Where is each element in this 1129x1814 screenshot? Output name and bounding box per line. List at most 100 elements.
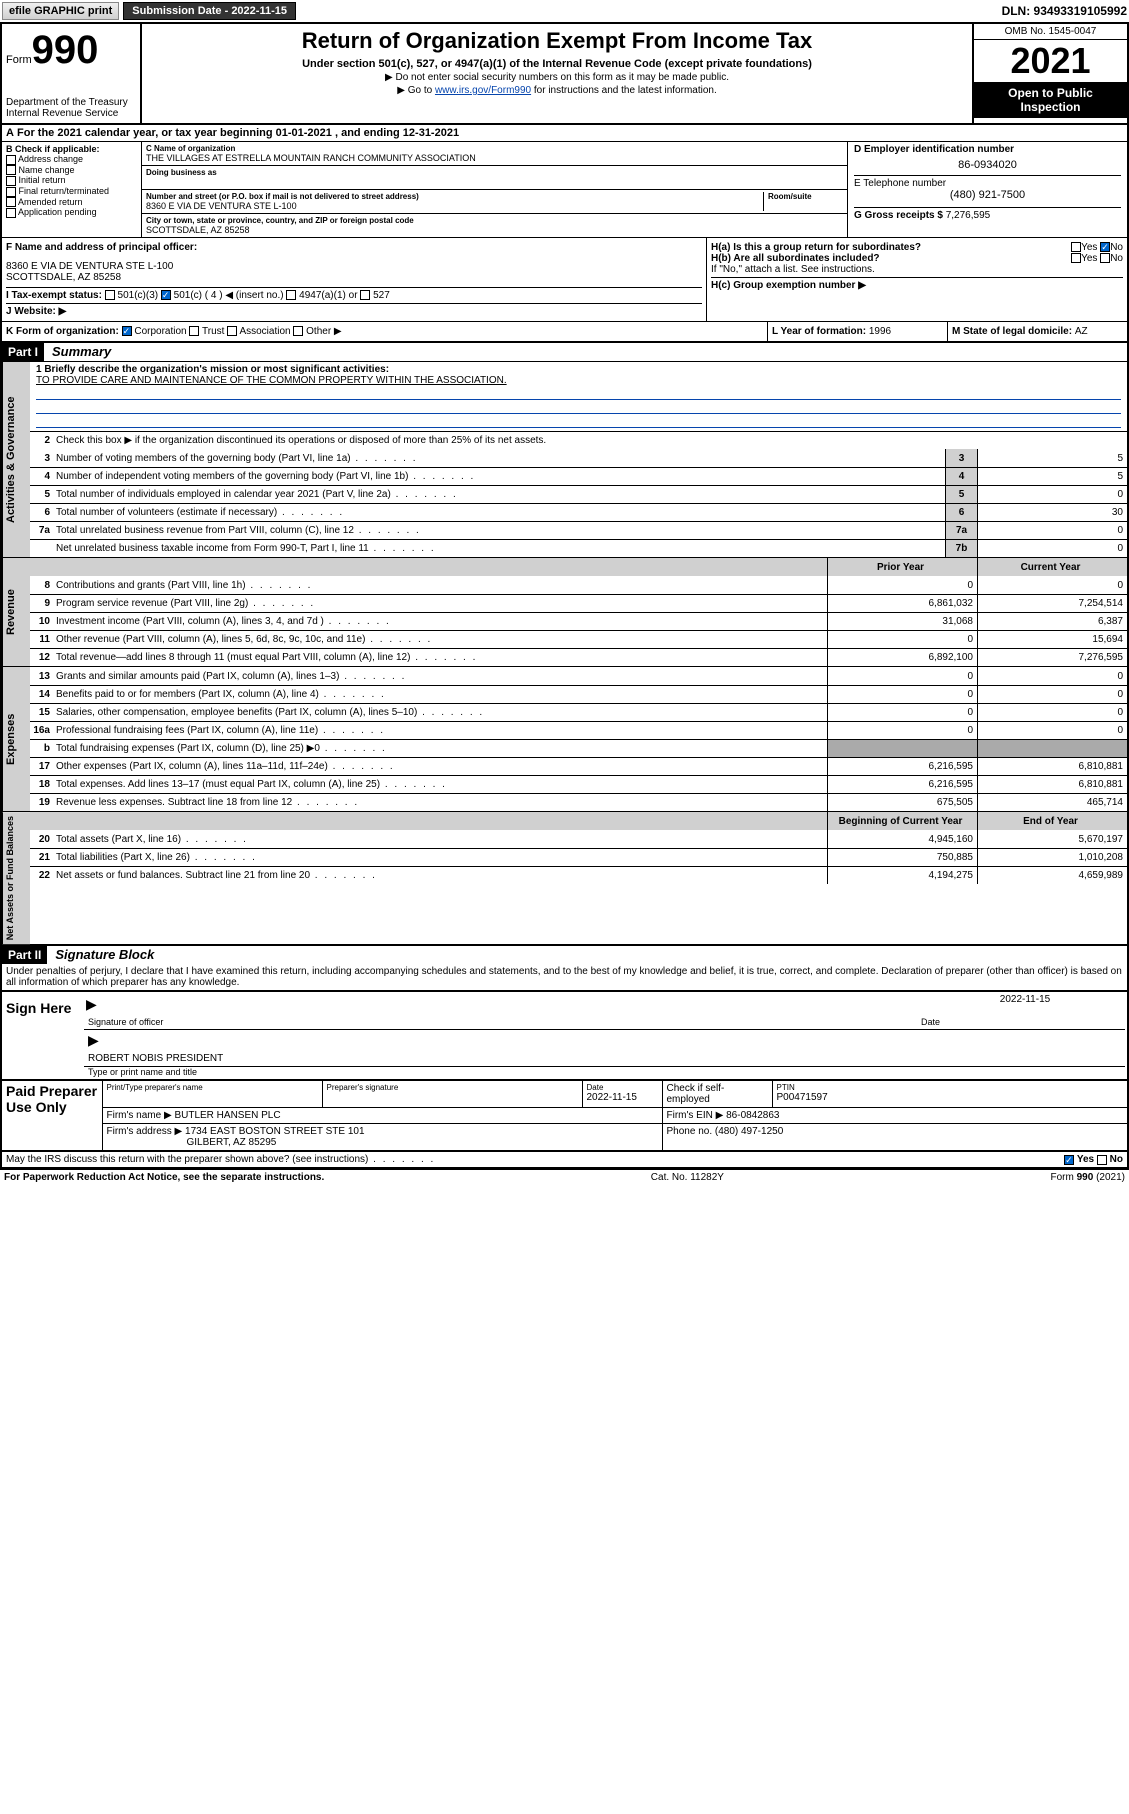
sig-date: 2022-11-15 xyxy=(925,994,1125,1015)
current-year-hdr: Current Year xyxy=(977,558,1127,576)
line-text: Total fundraising expenses (Part IX, col… xyxy=(56,741,827,756)
begin-value: 4,945,160 xyxy=(827,830,977,848)
footer-right: Form 990 (2021) xyxy=(1051,1172,1125,1183)
current-value xyxy=(977,740,1127,757)
inspection-box: Open to PublicInspection xyxy=(974,82,1127,118)
paid-preparer-label: Paid Preparer Use Only xyxy=(2,1080,102,1151)
sign-here-label: Sign Here xyxy=(2,992,82,1079)
hc-label: H(c) Group exemption number ▶ xyxy=(711,277,1123,291)
checkbox-name[interactable] xyxy=(6,165,16,175)
form-number: 990 xyxy=(32,28,99,72)
line-box: 7a xyxy=(945,522,977,539)
city-label: City or town, state or province, country… xyxy=(146,216,843,225)
checkbox-hb-no[interactable] xyxy=(1100,253,1110,263)
checkbox-527[interactable] xyxy=(360,290,370,300)
self-employed-cell: Check if self-employed xyxy=(662,1080,772,1108)
checkbox-discuss-yes[interactable] xyxy=(1064,1155,1074,1165)
checkbox-ha-no[interactable] xyxy=(1100,242,1110,252)
firm-addr1: 1734 EAST BOSTON STREET STE 101 xyxy=(185,1126,365,1137)
line2-text: Check this box ▶ if the organization dis… xyxy=(56,433,1127,448)
checkbox-discuss-no[interactable] xyxy=(1097,1155,1107,1165)
form-subtitle-3: ▶ Go to www.irs.gov/Form990 for instruct… xyxy=(146,85,968,96)
prior-value: 0 xyxy=(827,722,977,739)
prior-value: 675,505 xyxy=(827,794,977,811)
line-text: Net assets or fund balances. Subtract li… xyxy=(56,868,827,883)
checkbox-pending[interactable] xyxy=(6,208,16,218)
part1-title: Summary xyxy=(44,344,111,359)
efile-button[interactable]: efile GRAPHIC print xyxy=(2,2,119,20)
declaration-text: Under penalties of perjury, I declare th… xyxy=(2,964,1127,992)
part2-title: Signature Block xyxy=(47,947,154,962)
line-text: Total assets (Part X, line 16) xyxy=(56,832,827,847)
type-name-label: Type or print name and title xyxy=(84,1067,1125,1077)
org-name: THE VILLAGES AT ESTRELLA MOUNTAIN RANCH … xyxy=(146,153,843,163)
checkbox-501c3[interactable] xyxy=(105,290,115,300)
omb-label: OMB No. 1545-0047 xyxy=(974,24,1127,40)
checkbox-final[interactable] xyxy=(6,187,16,197)
checkbox-ha-yes[interactable] xyxy=(1071,242,1081,252)
year-formation-label: L Year of formation: xyxy=(772,326,869,337)
section-a-row: A For the 2021 calendar year, or tax yea… xyxy=(2,125,1127,142)
submission-date-button[interactable]: Submission Date - 2022-11-15 xyxy=(123,2,296,20)
prior-value: 31,068 xyxy=(827,613,977,630)
form-subtitle-2: ▶ Do not enter social security numbers o… xyxy=(146,72,968,83)
part2-header: Part II xyxy=(2,946,47,964)
current-value: 0 xyxy=(977,576,1127,594)
end-value: 5,670,197 xyxy=(977,830,1127,848)
checkbox-trust[interactable] xyxy=(189,326,199,336)
prior-value: 0 xyxy=(827,576,977,594)
checkbox-assoc[interactable] xyxy=(227,326,237,336)
current-value: 6,387 xyxy=(977,613,1127,630)
phone-value: (480) 921-7500 xyxy=(854,189,1121,201)
line-text: Revenue less expenses. Subtract line 18 … xyxy=(56,795,827,810)
dept-label: Department of the Treasury xyxy=(6,97,136,108)
ein-value: 86-0934020 xyxy=(854,159,1121,171)
line-text: Total expenses. Add lines 13–17 (must eq… xyxy=(56,777,827,792)
line-value: 5 xyxy=(977,468,1127,485)
gross-value: 7,276,595 xyxy=(946,210,991,221)
checkbox-address[interactable] xyxy=(6,155,16,165)
ha-label: H(a) Is this a group return for subordin… xyxy=(711,242,1123,253)
col-b-checkboxes: B Check if applicable: Address change Na… xyxy=(2,142,142,237)
line-box: 6 xyxy=(945,504,977,521)
ein-label: D Employer identification number xyxy=(854,144,1121,155)
line-text: Number of voting members of the governin… xyxy=(56,451,945,466)
checkbox-501c[interactable] xyxy=(161,290,171,300)
vtab-netassets: Net Assets or Fund Balances xyxy=(2,812,30,944)
current-value: 0 xyxy=(977,686,1127,703)
current-value: 0 xyxy=(977,722,1127,739)
checkbox-hb-yes[interactable] xyxy=(1071,253,1081,263)
prior-value: 0 xyxy=(827,704,977,721)
footer-left: For Paperwork Reduction Act Notice, see … xyxy=(4,1172,324,1183)
vtab-revenue: Revenue xyxy=(2,558,30,666)
org-address: 8360 E VIA DE VENTURA STE L-100 xyxy=(146,201,763,211)
current-value: 15,694 xyxy=(977,631,1127,648)
checkbox-initial[interactable] xyxy=(6,176,16,186)
line-text: Program service revenue (Part VIII, line… xyxy=(56,596,827,611)
checkbox-corp[interactable] xyxy=(122,326,132,336)
line-text: Salaries, other compensation, employee b… xyxy=(56,705,827,720)
irs-link[interactable]: www.irs.gov/Form990 xyxy=(435,85,531,96)
room-label: Room/suite xyxy=(768,192,843,201)
current-value: 0 xyxy=(977,704,1127,721)
line-text: Number of independent voting members of … xyxy=(56,469,945,484)
current-value: 6,810,881 xyxy=(977,776,1127,793)
begin-value: 4,194,275 xyxy=(827,867,977,884)
checkbox-other[interactable] xyxy=(293,326,303,336)
line-text: Total revenue—add lines 8 through 11 (mu… xyxy=(56,650,827,665)
tax-year: 2021 xyxy=(974,40,1127,82)
end-value: 1,010,208 xyxy=(977,849,1127,866)
line-text: Total number of volunteers (estimate if … xyxy=(56,505,945,520)
line-text: Net unrelated business taxable income fr… xyxy=(56,541,945,556)
firm-addr2: GILBERT, AZ 85295 xyxy=(107,1137,277,1148)
line-text: Professional fundraising fees (Part IX, … xyxy=(56,723,827,738)
current-value: 6,810,881 xyxy=(977,758,1127,775)
line-text: Total number of individuals employed in … xyxy=(56,487,945,502)
form-subtitle-1: Under section 501(c), 527, or 4947(a)(1)… xyxy=(146,58,968,70)
addr-label: Number and street (or P.O. box if mail i… xyxy=(146,192,763,201)
form-title: Return of Organization Exempt From Incom… xyxy=(146,28,968,54)
checkbox-amended[interactable] xyxy=(6,197,16,207)
line-value: 0 xyxy=(977,486,1127,503)
checkbox-4947[interactable] xyxy=(286,290,296,300)
end-value: 4,659,989 xyxy=(977,867,1127,884)
